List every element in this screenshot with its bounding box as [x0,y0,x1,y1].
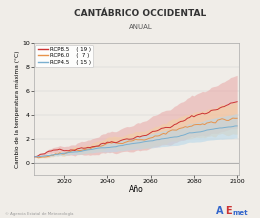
Text: © Agencia Estatal de Meteorología: © Agencia Estatal de Meteorología [5,212,74,216]
Text: A: A [216,206,223,216]
Legend: RCP8.5    ( 19 ), RCP6.0    (  7 ), RCP4.5    ( 15 ): RCP8.5 ( 19 ), RCP6.0 ( 7 ), RCP4.5 ( 15… [35,45,93,67]
Y-axis label: Cambio de la temperatura máxima (°C): Cambio de la temperatura máxima (°C) [15,50,21,168]
X-axis label: Año: Año [129,185,144,194]
Text: E: E [225,206,231,216]
Text: ANUAL: ANUAL [128,24,152,30]
Text: CANTÁBRICO OCCIDENTAL: CANTÁBRICO OCCIDENTAL [74,9,206,18]
Text: met: met [233,210,248,216]
